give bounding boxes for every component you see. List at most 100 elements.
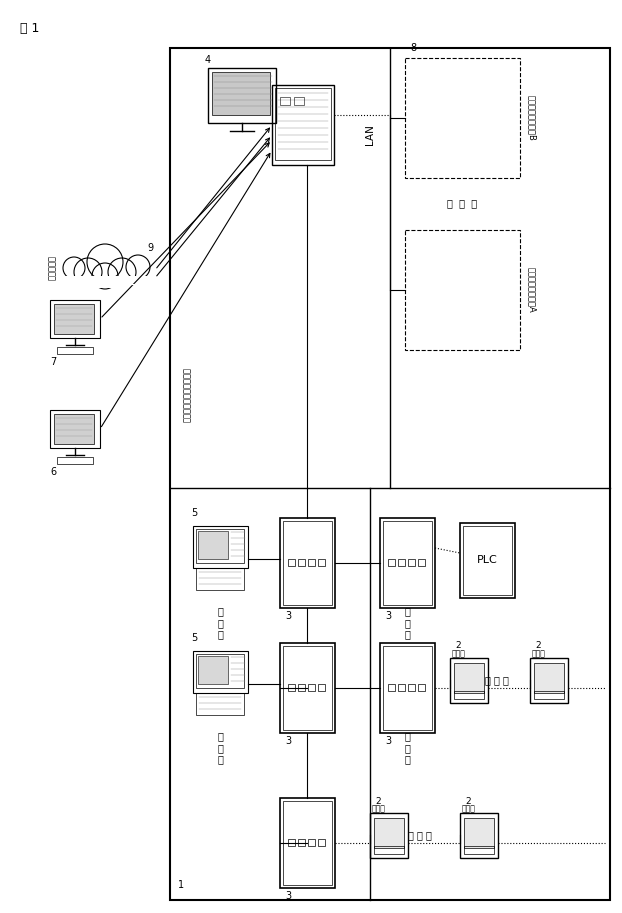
Circle shape — [74, 258, 102, 286]
Bar — [288, 684, 295, 691]
Text: 4: 4 — [205, 55, 211, 65]
Bar — [380, 518, 435, 608]
Bar — [196, 529, 244, 563]
Text: ・ ・ ・: ・ ・ ・ — [408, 830, 432, 840]
Text: ノード: ノード — [462, 804, 476, 813]
Bar — [280, 643, 335, 733]
Text: ノード: ノード — [532, 649, 546, 658]
Bar — [398, 684, 405, 691]
Bar — [370, 813, 408, 858]
Circle shape — [63, 257, 85, 279]
Bar — [308, 684, 315, 691]
Bar — [464, 846, 494, 854]
Bar — [318, 839, 325, 846]
Text: 9: 9 — [147, 243, 153, 253]
Bar — [298, 839, 305, 846]
Bar — [388, 559, 395, 566]
Bar — [272, 85, 334, 165]
Text: 2: 2 — [535, 642, 541, 650]
Bar — [318, 684, 325, 691]
Bar — [405, 230, 520, 350]
Text: 請ベンダシステムB: 請ベンダシステムB — [527, 95, 537, 141]
Text: 5: 5 — [191, 633, 197, 643]
Bar — [418, 684, 425, 691]
Bar — [54, 414, 94, 444]
Bar — [383, 646, 432, 730]
Bar — [383, 521, 432, 605]
Bar — [374, 818, 404, 848]
Bar — [198, 531, 228, 559]
Text: ・
・
・: ・ ・ ・ — [404, 731, 410, 764]
Bar — [374, 846, 404, 854]
Bar — [288, 559, 295, 566]
Bar — [280, 798, 335, 888]
Text: デマンドレスポンス情報: デマンドレスポンス情報 — [182, 368, 192, 423]
Bar — [57, 347, 93, 354]
Bar — [464, 818, 494, 848]
Text: 7: 7 — [50, 357, 56, 367]
Bar — [193, 526, 248, 568]
Bar — [408, 559, 415, 566]
Bar — [275, 88, 331, 160]
Bar — [463, 526, 512, 595]
Text: ・ ・ ・: ・ ・ ・ — [485, 675, 509, 685]
Bar — [454, 663, 484, 693]
Bar — [460, 523, 515, 598]
Bar — [196, 568, 244, 590]
Bar — [212, 72, 270, 115]
Text: ノード: ノード — [372, 804, 386, 813]
Bar — [380, 643, 435, 733]
Bar — [50, 300, 100, 338]
Text: ノード: ノード — [452, 649, 466, 658]
Bar — [196, 654, 244, 688]
Bar — [280, 518, 335, 608]
Circle shape — [108, 258, 136, 286]
Text: 3: 3 — [285, 891, 291, 901]
Text: 3: 3 — [385, 736, 391, 746]
Text: 図 1: 図 1 — [20, 22, 39, 35]
Bar — [298, 559, 305, 566]
Bar — [534, 691, 564, 699]
Text: 1: 1 — [178, 880, 184, 890]
Bar — [460, 813, 498, 858]
Bar — [308, 559, 315, 566]
Bar — [318, 559, 325, 566]
Text: ・
・
・: ・ ・ ・ — [404, 606, 410, 640]
Bar — [208, 68, 276, 123]
Text: 6: 6 — [50, 467, 56, 477]
Bar — [57, 457, 93, 464]
Bar — [280, 97, 290, 105]
Bar — [408, 684, 415, 691]
Text: 3: 3 — [285, 611, 291, 621]
Bar — [534, 663, 564, 693]
Circle shape — [92, 263, 118, 289]
Text: 2: 2 — [455, 642, 461, 650]
Text: 3: 3 — [385, 611, 391, 621]
Circle shape — [126, 255, 150, 279]
Bar — [65, 276, 155, 288]
Text: 3: 3 — [285, 736, 291, 746]
Bar — [418, 559, 425, 566]
Text: 気象データ: 気象データ — [47, 256, 57, 280]
Text: ・  ・  ・: ・ ・ ・ — [447, 198, 478, 208]
Bar — [388, 684, 395, 691]
Text: 8: 8 — [410, 43, 416, 53]
Bar — [50, 410, 100, 448]
Text: LAN: LAN — [365, 124, 375, 145]
Bar — [298, 684, 305, 691]
Circle shape — [87, 244, 123, 280]
Text: PLC: PLC — [476, 555, 498, 565]
Bar — [405, 58, 520, 178]
Bar — [308, 839, 315, 846]
Text: 2: 2 — [375, 796, 381, 805]
Bar — [454, 691, 484, 699]
Bar — [283, 521, 332, 605]
Bar — [196, 693, 244, 715]
Text: 請ベンダシステムA: 請ベンダシステムA — [527, 268, 537, 313]
Bar — [530, 658, 568, 703]
Bar — [198, 656, 228, 684]
Text: ・
・
・: ・ ・ ・ — [217, 731, 223, 764]
Text: ・
・
・: ・ ・ ・ — [217, 606, 223, 640]
Bar — [54, 304, 94, 334]
Bar — [283, 646, 332, 730]
